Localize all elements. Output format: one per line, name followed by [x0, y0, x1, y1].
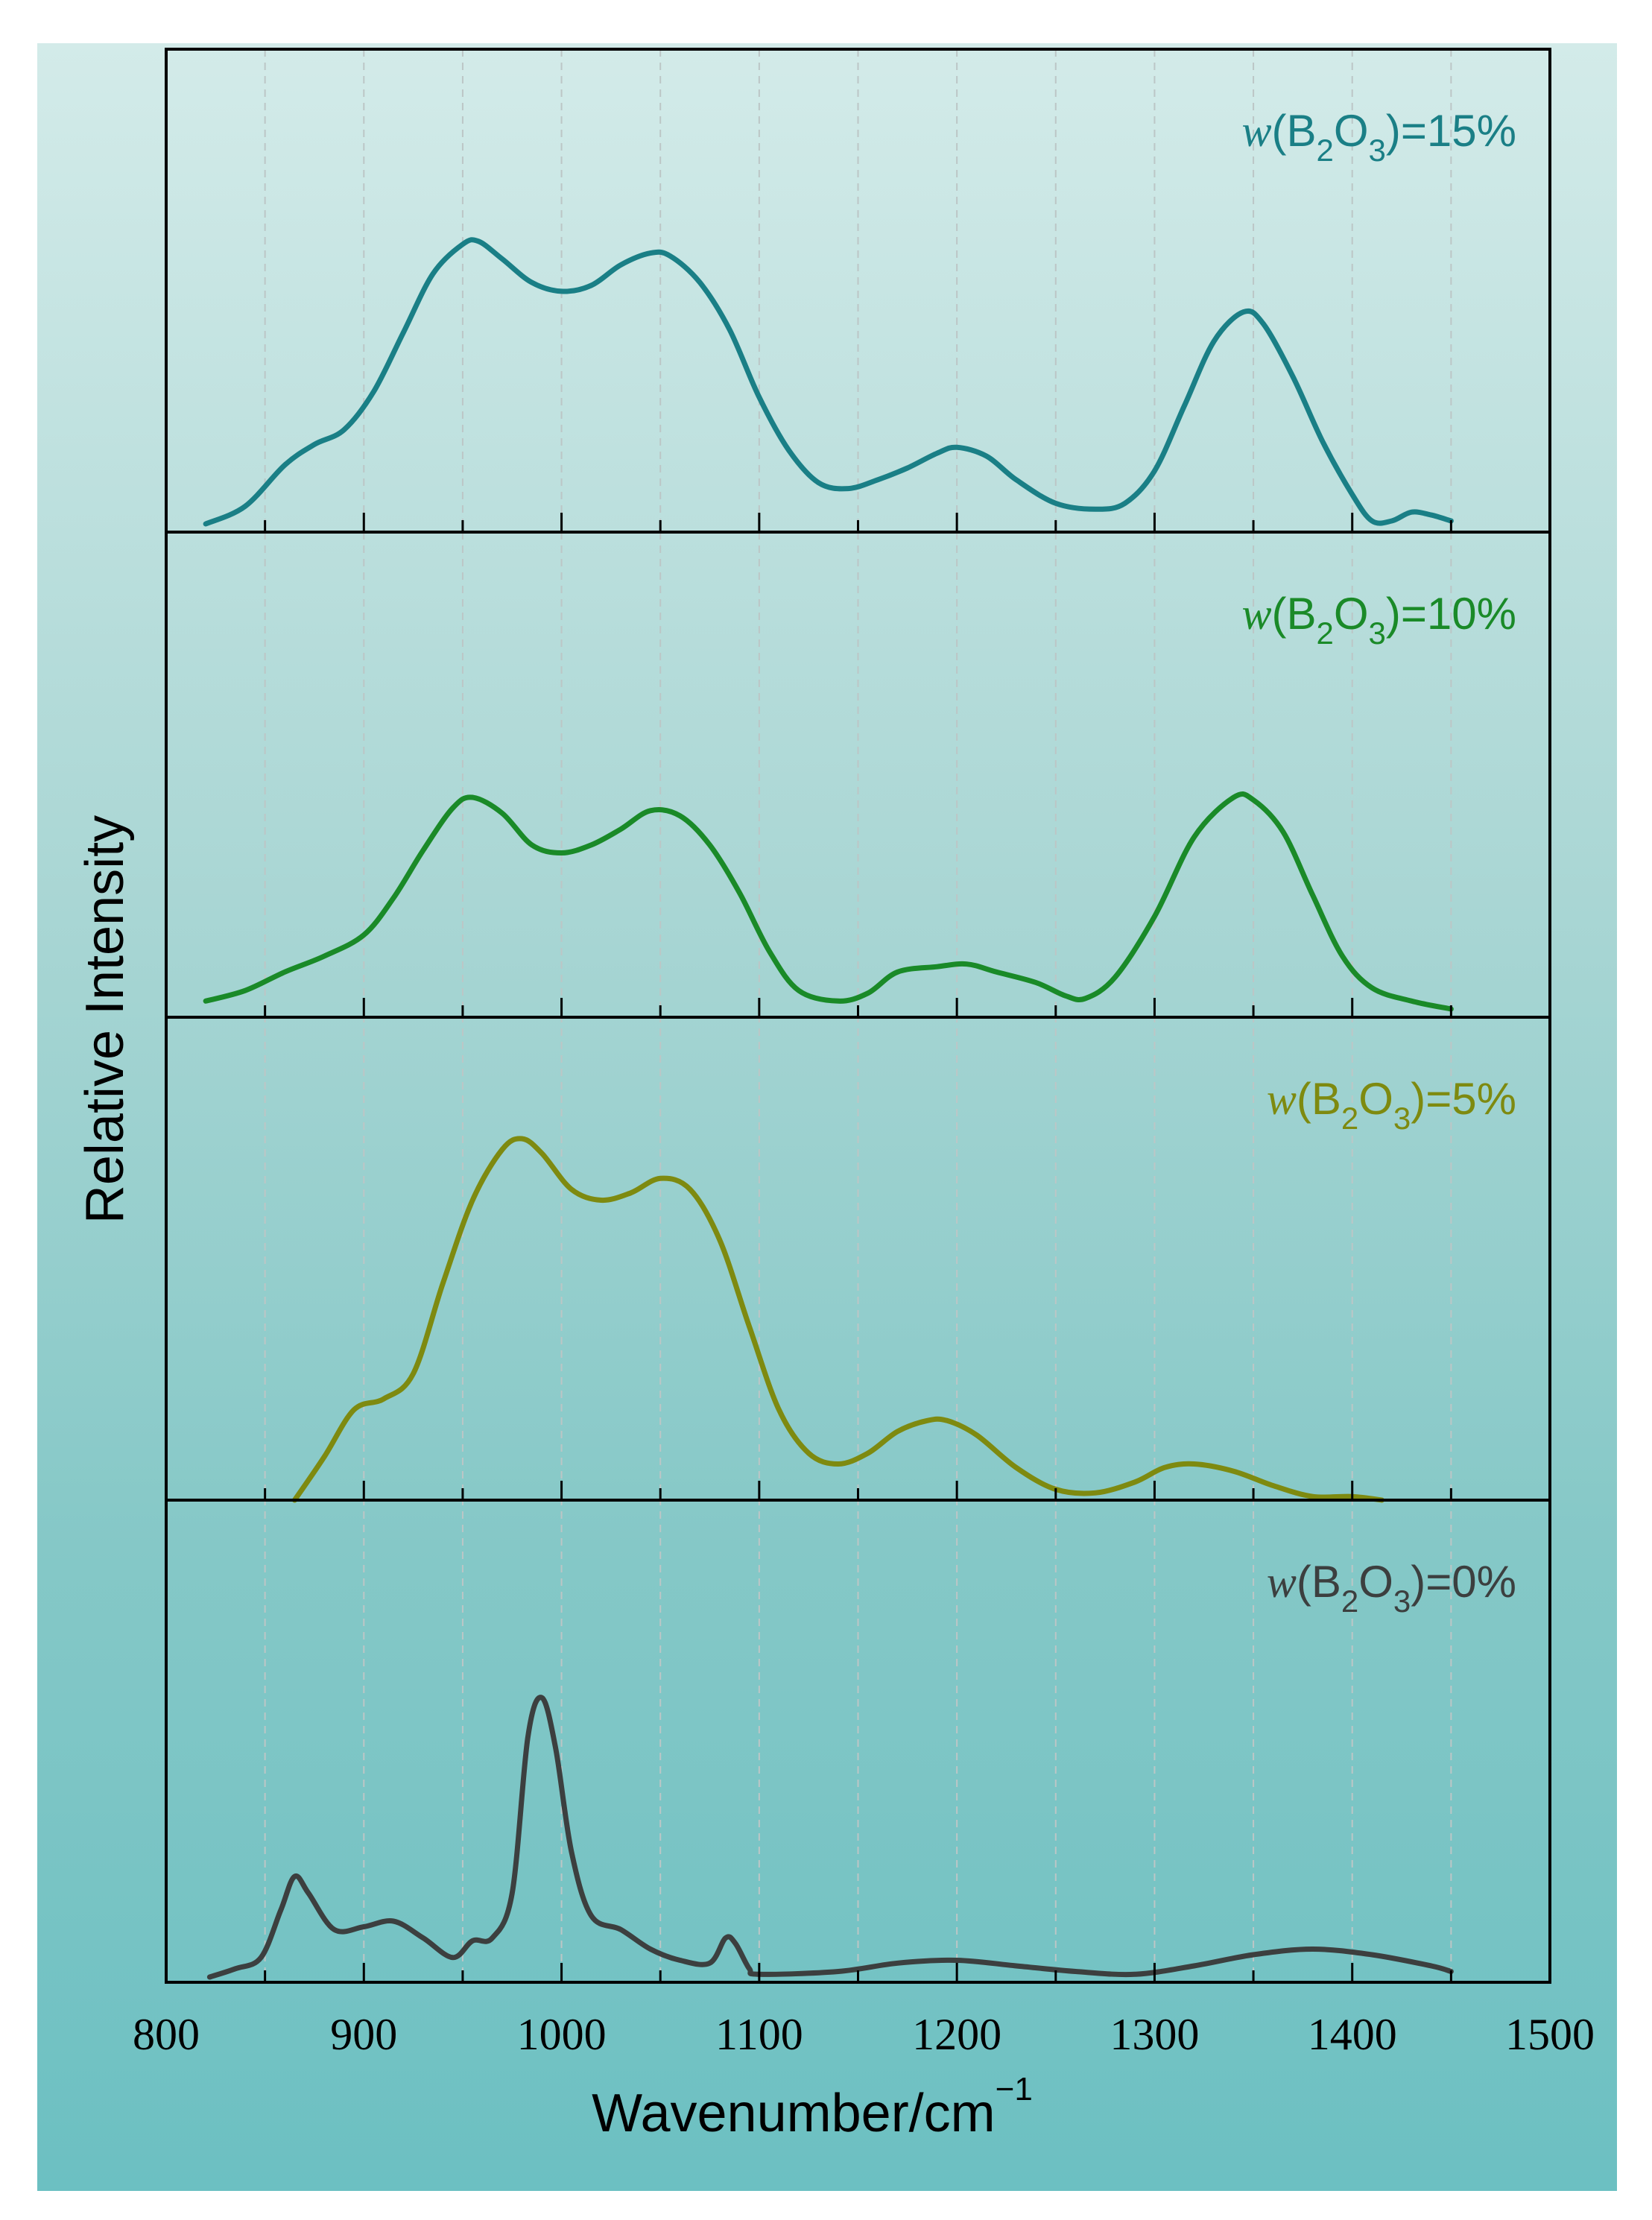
- x-axis-title-text: Wavenumber/cm: [592, 2084, 995, 2143]
- x-axis-title: Wavenumber/cm−1: [592, 2071, 1033, 2143]
- axis-ticks: 800 900 1000 1100 1200 1300 1400 1500: [133, 513, 1595, 2059]
- panel-labels: w(B2O3)=15% w(B2O3)=10% w(B2O3)=5% w(B2O3)=…: [1241, 106, 1516, 1619]
- panel-label-15%: w(B2O3)=15%: [1241, 106, 1516, 168]
- x-tick-label-1000: 1000: [517, 2010, 607, 2059]
- panel-label-5%: w(B2O3)=5%: [1267, 1074, 1516, 1136]
- figure-background: 800 900 1000 1100 1200 1300 1400 1500 w(B2O3)=1…: [37, 43, 1617, 2191]
- panel-label-0%: w(B2O3)=0%: [1267, 1557, 1516, 1619]
- x-tick-label-1400: 1400: [1308, 2010, 1397, 2059]
- y-axis-title: Relative Intensity: [75, 815, 135, 1224]
- x-tick-label-1500: 1500: [1505, 2010, 1595, 2059]
- panel-label-10%: w(B2O3)=10%: [1241, 589, 1516, 651]
- series-line-0%: [206, 1695, 1454, 1980]
- x-tick-label-900: 900: [330, 2010, 397, 2059]
- x-axis-title-superscript: −1: [996, 2071, 1033, 2107]
- x-tick-label-1300: 1300: [1110, 2010, 1199, 2059]
- x-tick-label-1100: 1100: [715, 2010, 803, 2059]
- spectra-curves: [203, 237, 1454, 1980]
- series-line-10%: [203, 791, 1454, 1012]
- series-line-15%: [203, 237, 1454, 527]
- x-tick-label-800: 800: [133, 2010, 200, 2059]
- x-tick-label-1200: 1200: [912, 2010, 1001, 2059]
- series-line-5%: [291, 1136, 1384, 1503]
- raman-spectra-chart: 800 900 1000 1100 1200 1300 1400 1500 w(B2O3)=1…: [75, 48, 1595, 2143]
